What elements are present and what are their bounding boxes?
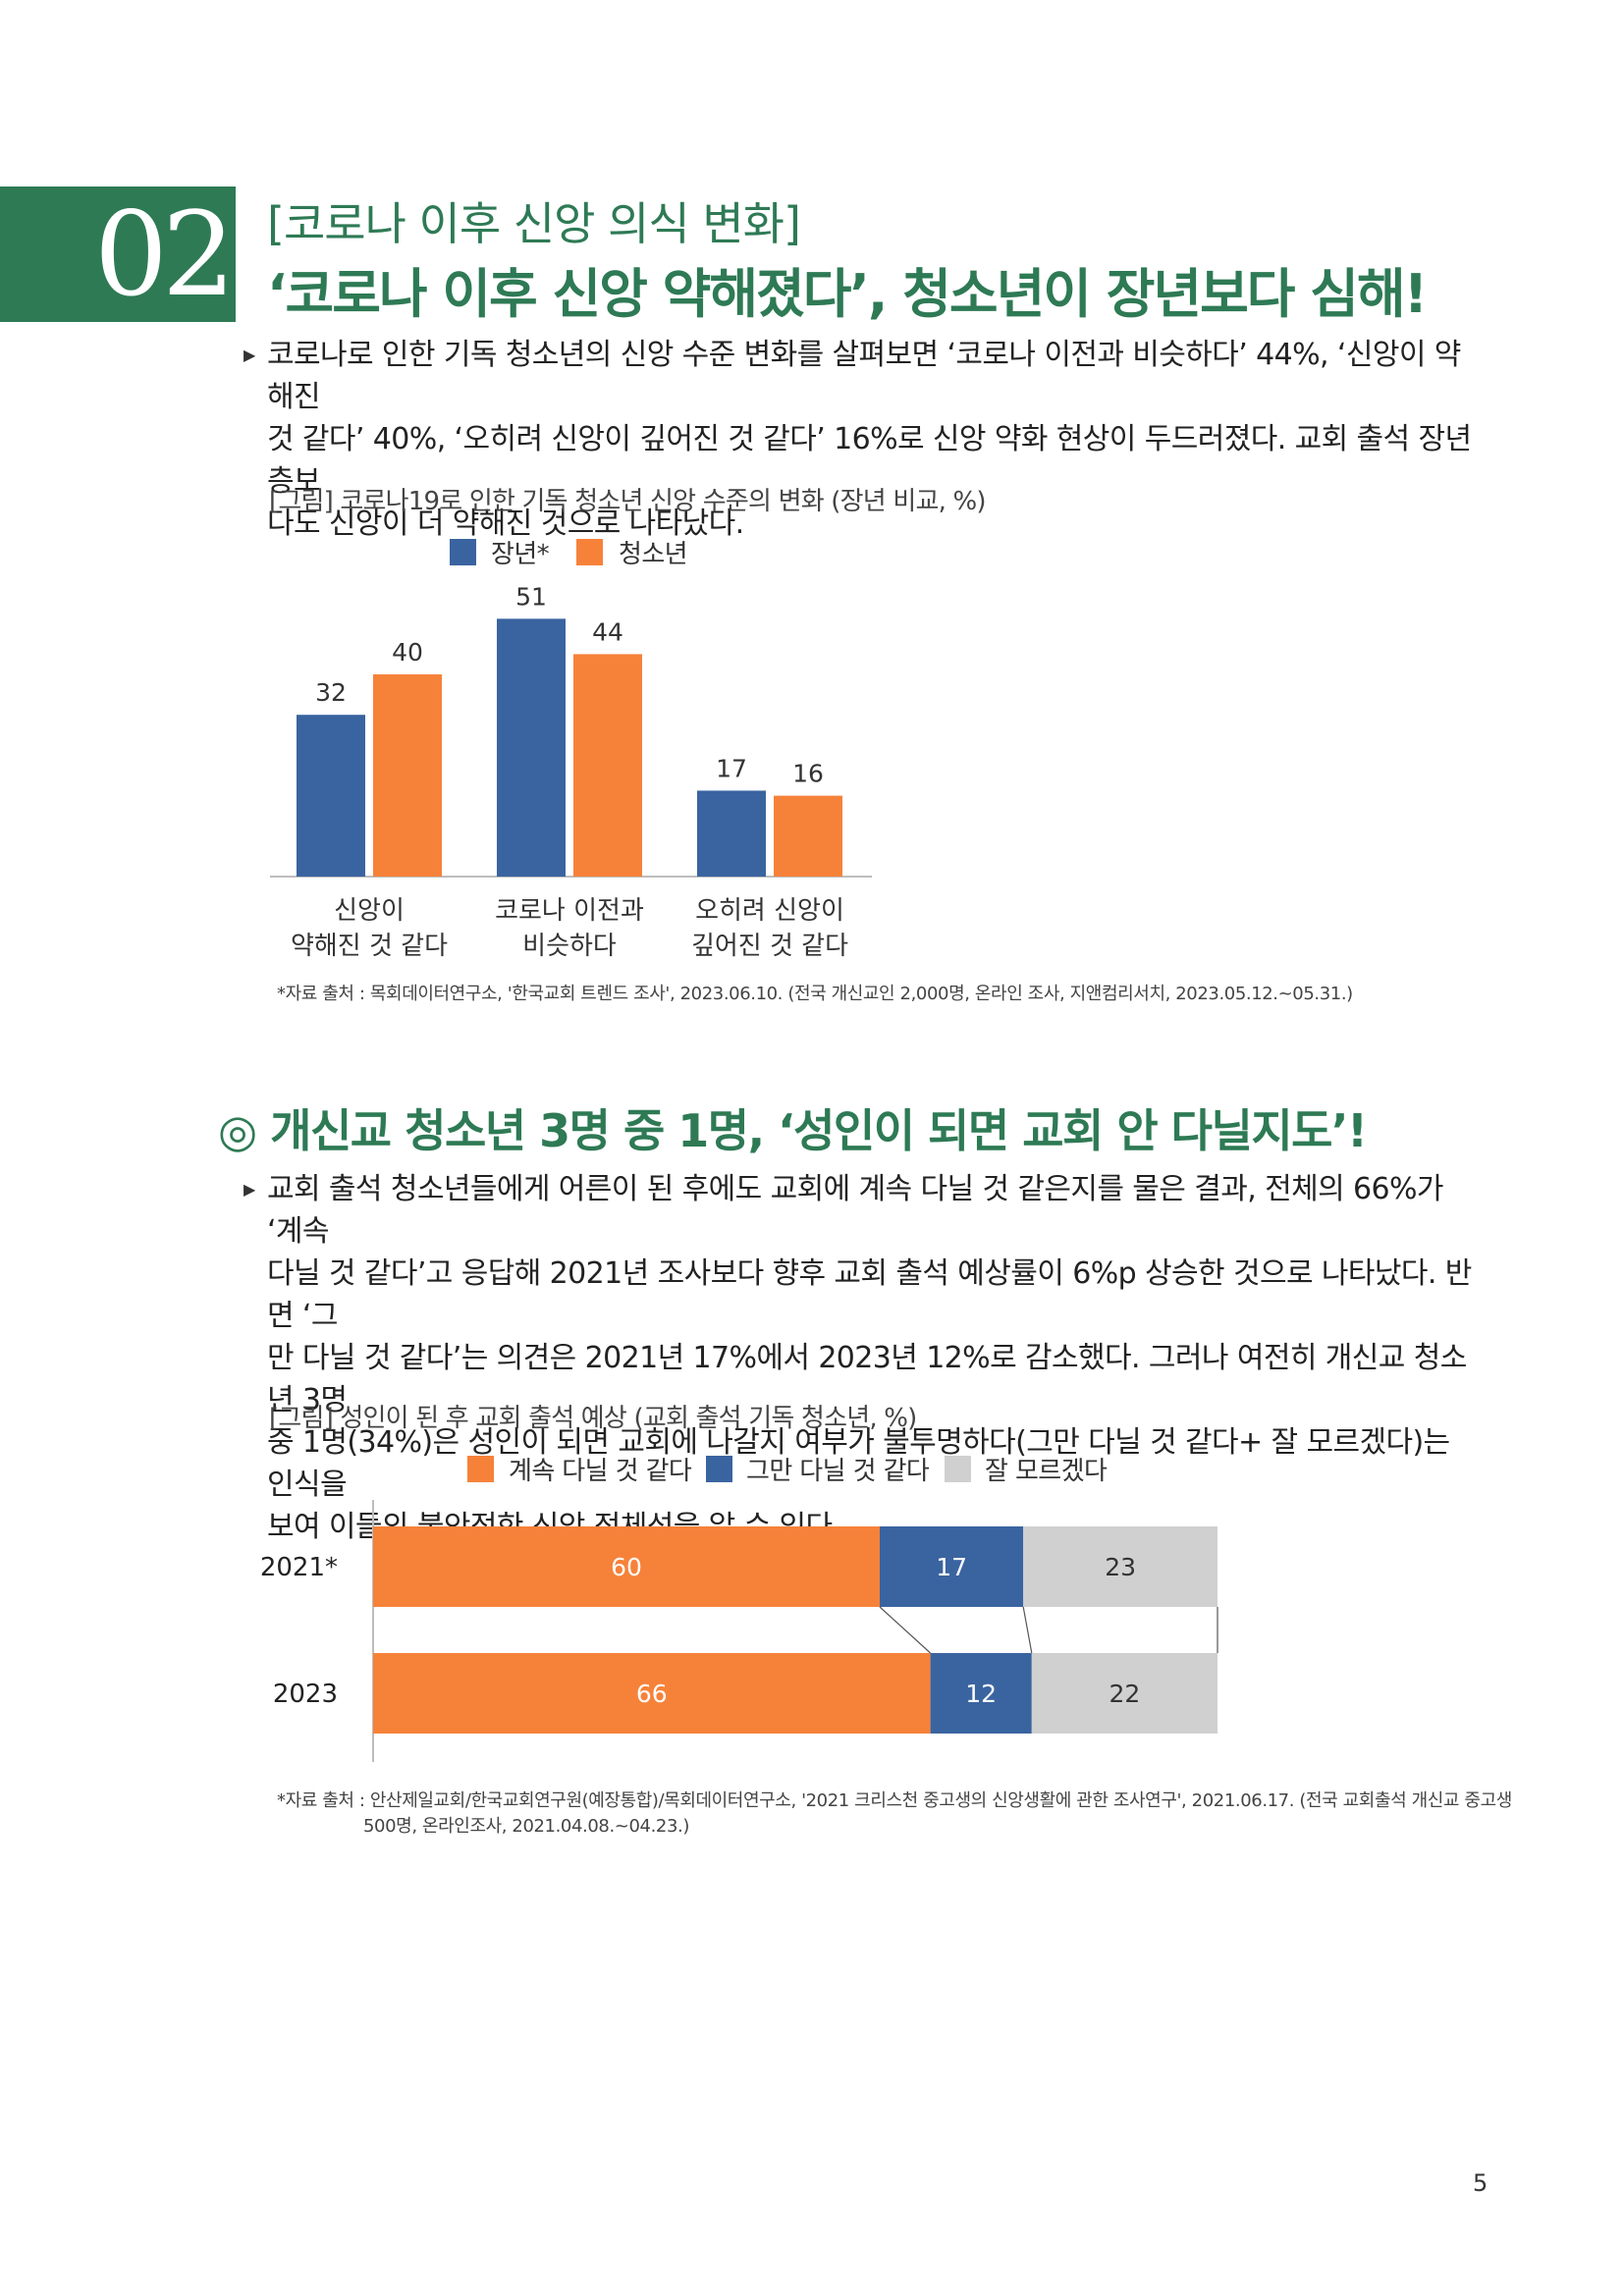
segment-value-label: 60 — [611, 1553, 642, 1581]
bar-adult — [697, 790, 766, 877]
legend-label-unsure: 잘 모르겠다 — [985, 1457, 1108, 1486]
bar-value-label: 16 — [792, 760, 824, 788]
paragraph-line: 다도 신앙이 더 약해진 것으로 나타났다. — [267, 507, 744, 541]
paragraph-line: 교회 출석 청소년들에게 어른이 된 후에도 교회에 계속 다닐 것 같은지를 … — [267, 1172, 1444, 1249]
segment-value-label: 22 — [1109, 1680, 1140, 1708]
bar-segment — [1023, 1526, 1217, 1607]
segment-value-label: 23 — [1105, 1553, 1136, 1581]
bar-youth — [373, 674, 442, 877]
figure-2-source: *자료 출처 : 안산제일교회/한국교회연구원(예장통합)/목회데이터연구소, … — [277, 1789, 1512, 1840]
bar-segment — [1031, 1653, 1217, 1734]
section-subtitle: [코로나 이후 신앙 의식 변화] — [267, 197, 801, 250]
bullet-icon: ▶ — [243, 1180, 256, 1199]
row-label: 2023 — [273, 1680, 338, 1709]
paragraph-line: 다닐 것 같다’고 응답해 2021년 조사보다 향후 교회 출석 예상률이 6… — [267, 1256, 1472, 1333]
bar-adult — [497, 618, 566, 877]
paragraph-line: 중 1명(34%)은 성인이 되면 교회에 나갈지 여부가 불투명하다(그만 다… — [267, 1425, 1450, 1502]
legend-swatch-adult — [450, 539, 476, 565]
legend-swatch-stop — [706, 1456, 732, 1482]
segment-value-label: 17 — [936, 1553, 967, 1581]
legend-swatch-unsure — [945, 1456, 971, 1482]
segment-value-label: 66 — [636, 1680, 668, 1708]
bar-youth — [573, 654, 642, 877]
page-number: 5 — [1473, 2169, 1488, 2197]
figure-1-source: *자료 출처 : 목회데이터연구소, '한국교회 트렌드 조사', 2023.0… — [277, 984, 1353, 1004]
bar-segment — [373, 1653, 931, 1734]
bar-value-label: 44 — [592, 617, 623, 646]
series-connector-line — [879, 1606, 932, 1654]
bar-segment — [930, 1653, 1032, 1734]
legend-label-youth: 청소년 — [619, 540, 688, 569]
segment-value-label: 12 — [965, 1680, 997, 1708]
category-label: 코로나 이전과 — [495, 896, 644, 926]
category-label: 오히려 신앙이 — [695, 896, 844, 926]
category-label: 신앙이 — [334, 896, 405, 926]
legend-label-stop: 그만 다닐 것 같다 — [746, 1457, 930, 1486]
legend-label-adult: 장년* — [491, 540, 550, 569]
figure-1-title: [그림] 코로나19로 인한 기독 청소년 신앙 수준의 변화 (장년 비교, … — [269, 487, 987, 516]
bar-segment — [880, 1526, 1024, 1607]
row-label: 2021* — [260, 1553, 338, 1582]
bar-youth — [774, 795, 842, 877]
legend-swatch-continue — [467, 1456, 494, 1482]
bullet-icon: ▶ — [243, 346, 256, 364]
stacked-bar-chart: 60 17 23 2021* 66 12 22 2023 — [260, 1500, 1218, 1762]
source-line: 500명, 온라인조사, 2021.04.08.~04.23.) — [363, 1816, 689, 1837]
paragraph-1: 코로나로 인한 기독 청소년의 신앙 수준 변화를 살펴보면 ‘코로나 이전과 … — [267, 334, 1485, 545]
bar-value-label: 17 — [716, 754, 747, 782]
legend-swatch-youth — [576, 539, 603, 565]
category-label: 약해진 것 같다 — [291, 932, 448, 961]
bar-value-label: 51 — [515, 582, 547, 611]
bar-value-label: 40 — [392, 638, 423, 667]
section-2-title: ◎ 개신교 청소년 3명 중 1명, ‘성인이 되면 교회 안 다닐지도’! — [218, 1104, 1368, 1157]
section-number: 02 — [0, 187, 236, 322]
paragraph-line: 것 같다’ 40%, ‘오히려 신앙이 깊어진 것 같다’ 16%로 신앙 약화… — [267, 422, 1472, 499]
figure-2-title: [그림] 성인이 된 후 교회 출석 예상 (교회 출석 기독 청소년, %) — [269, 1404, 917, 1433]
section-title: ‘코로나 이후 신앙 약해졌다’, 청소년이 장년보다 심해! — [267, 263, 1428, 325]
bar-segment — [373, 1526, 880, 1607]
category-label: 비슷하다 — [522, 932, 617, 961]
legend-label-continue: 계속 다닐 것 같다 — [509, 1457, 692, 1486]
paragraph-line: 만 다닐 것 같다’는 의견은 2021년 17%에서 2023년 12%로 감… — [267, 1341, 1467, 1417]
bar-adult — [297, 715, 365, 877]
series-connector-line — [1022, 1606, 1033, 1654]
source-line: *자료 출처 : 안산제일교회/한국교회연구원(예장통합)/목회데이터연구소, … — [277, 1790, 1512, 1811]
category-label: 깊어진 것 같다 — [691, 932, 848, 961]
bar-value-label: 32 — [315, 678, 347, 707]
paragraph-line: 코로나로 인한 기독 청소년의 신앙 수준 변화를 살펴보면 ‘코로나 이전과 … — [267, 338, 1461, 414]
